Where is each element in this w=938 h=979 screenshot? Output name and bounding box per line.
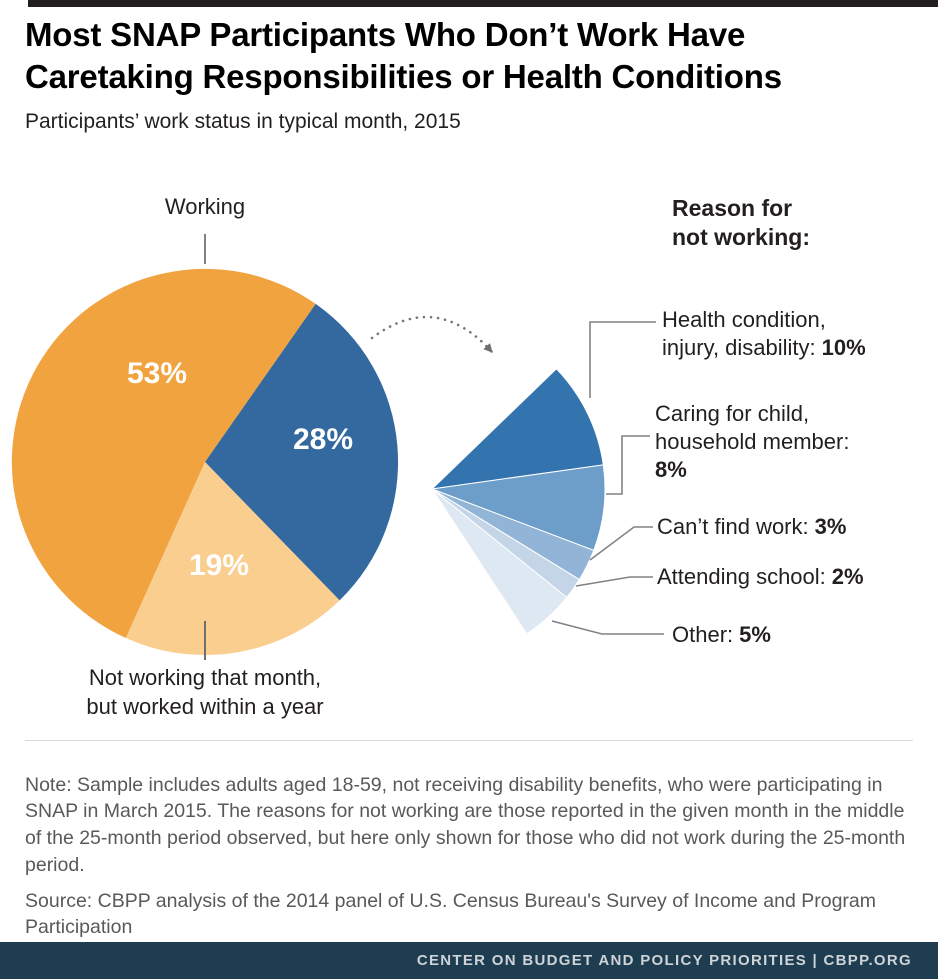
leader-line-0 xyxy=(589,321,656,398)
reason-value-other: 5% xyxy=(739,622,771,647)
reason-label-other: Other: 5% xyxy=(672,621,771,649)
reason-heading-line-1: Reason for xyxy=(672,195,793,221)
reason-label-health: Health condition, injury, disability: 10% xyxy=(662,306,866,362)
footer-text: CENTER ON BUDGET AND POLICY PRIORITIES |… xyxy=(416,952,912,969)
chart-subtitle: Participants’ work status in typical mon… xyxy=(25,110,461,133)
reason-text: Can’t find work: xyxy=(657,514,809,539)
working-slice-label: Working xyxy=(164,194,246,219)
pie-value-not-working: 28% xyxy=(292,423,354,456)
fan-slice-4 xyxy=(431,488,568,635)
reason-text: household member: xyxy=(655,428,850,454)
reason-value-attending-school: 2% xyxy=(831,564,864,589)
pie-value-working: 53% xyxy=(126,357,188,390)
note-divider xyxy=(25,740,913,741)
reason-value-caring: 8% xyxy=(655,456,687,482)
leader-line-3 xyxy=(575,576,653,587)
pie-slice-0 xyxy=(11,268,316,638)
reason-label-cant-find-work: Can’t find work: 3% xyxy=(657,513,846,541)
reason-text: Attending school: xyxy=(657,564,826,589)
reason-text: injury, disability: xyxy=(662,334,816,360)
reason-value-health: 10% xyxy=(821,334,866,360)
reason-label-caring: Caring for child, household member: 8% xyxy=(655,400,849,484)
breakout-arrow xyxy=(370,315,494,354)
fan-slice-0 xyxy=(430,368,604,490)
footer-bar: CENTER ON BUDGET AND POLICY PRIORITIES |… xyxy=(0,942,938,979)
note-text: Note: Sample includes adults aged 18-59,… xyxy=(25,773,906,877)
reason-heading: Reason for not working: xyxy=(672,194,810,253)
pie-value-worked-within-year: 19% xyxy=(188,549,250,582)
leader-line-4 xyxy=(551,620,664,635)
worked-within-year-line-2: but worked within a year xyxy=(86,694,324,720)
reason-text: Other: xyxy=(672,622,734,647)
pie-slice-2 xyxy=(125,462,340,655)
leader-line-2 xyxy=(589,526,653,561)
leader-line-1 xyxy=(606,435,650,495)
reason-text: Caring for child, xyxy=(655,401,810,426)
worked-within-year-label: Not working that month, but worked within… xyxy=(86,663,323,721)
reason-label-attending-school: Attending school: 2% xyxy=(657,563,864,591)
page-title: Most SNAP Participants Who Don’t Work Ha… xyxy=(25,14,782,97)
page-title-line-2: Caretaking Responsibilities or Health Co… xyxy=(25,57,782,95)
reason-heading-line-2: not working: xyxy=(672,224,810,251)
reason-value-cant-find-work: 3% xyxy=(814,514,847,539)
source-text: Source: CBPP analysis of the 2014 panel … xyxy=(25,889,876,939)
top-accent-bar xyxy=(28,0,938,7)
page-title-line-1: Most SNAP Participants Who Don’t Work Ha… xyxy=(25,16,746,53)
worked-within-year-line-1: Not working that month, xyxy=(88,665,322,690)
pie-slice-1 xyxy=(205,303,399,601)
reason-text: Health condition, xyxy=(662,307,826,332)
